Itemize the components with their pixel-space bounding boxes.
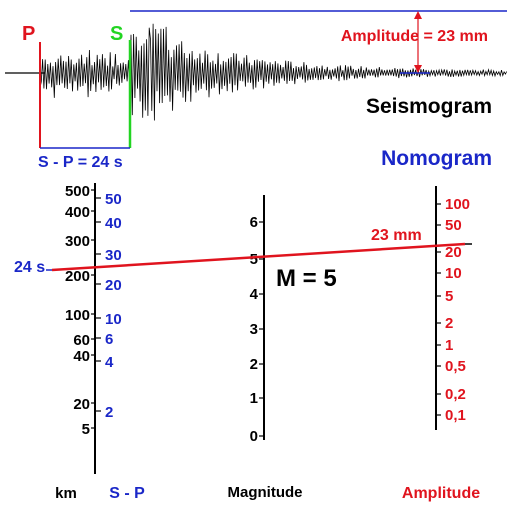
amplitude-tick-label: 0,5 xyxy=(445,358,466,375)
amplitude-tick-label: 5 xyxy=(445,288,453,305)
distance-tick-label: 20 xyxy=(73,396,90,413)
amplitude-reading-label: 23 mm xyxy=(371,227,422,244)
magnitude-tick-label: 0 xyxy=(250,428,258,445)
magnitude-tick-label: 1 xyxy=(250,390,258,407)
amplitude-tick-label: 20 xyxy=(445,244,462,261)
amplitude-tick-label: 50 xyxy=(445,217,462,234)
seismogram-title: Seismogram xyxy=(366,95,492,118)
amplitude-tick-label: 2 xyxy=(445,315,453,332)
amplitude-unit-label: Amplitude xyxy=(402,485,480,502)
amplitude-tick-label: 0,1 xyxy=(445,407,466,424)
magnitude-tick-label: 3 xyxy=(250,321,258,338)
sp-tick-label: 50 xyxy=(105,191,122,208)
sp-tick-label: 30 xyxy=(105,247,122,264)
sp-tick-label: 10 xyxy=(105,311,122,328)
s-label: S xyxy=(110,23,123,45)
distance-tick-label: 400 xyxy=(65,204,90,221)
sp-tick-label: 40 xyxy=(105,215,122,232)
sp-scale: 50 40 30 20 10 6 4 2 24 s S - P xyxy=(14,191,145,502)
sp-tick-label: 6 xyxy=(105,331,113,348)
amplitude-label: Amplitude = 23 mm xyxy=(341,28,488,45)
sp-tick-label: 2 xyxy=(105,404,113,421)
magnitude-tick-label: 5 xyxy=(250,251,258,268)
nomogram-title: Nomogram xyxy=(381,147,492,170)
p-label: P xyxy=(22,23,35,45)
amplitude-arrow xyxy=(414,11,422,73)
magnitude-tick-label: 6 xyxy=(250,214,258,231)
distance-tick-label: 60 xyxy=(73,332,90,349)
nomogram-connecting-line xyxy=(51,242,466,272)
distance-tick-label: 40 xyxy=(73,348,90,365)
magnitude-tick-label: 2 xyxy=(250,356,258,373)
distance-tick-label: 100 xyxy=(65,307,90,324)
distance-tick-label: 500 xyxy=(65,183,90,200)
magnitude-unit-label: Magnitude xyxy=(228,484,303,501)
amplitude-tick-label: 1 xyxy=(445,337,453,354)
magnitude-tick-label: 4 xyxy=(250,286,259,303)
sp-tick-label: 20 xyxy=(105,277,122,294)
distance-tick-label: 5 xyxy=(82,421,90,438)
sp-unit-label: S - P xyxy=(109,485,145,502)
distance-tick-label: 300 xyxy=(65,233,90,250)
distance-tick-label: 200 xyxy=(65,268,90,285)
seismogram-panel: P S Amplitude = 23 mm Seismogram S - P =… xyxy=(5,10,507,171)
amplitude-tick-label: 100 xyxy=(445,196,470,213)
distance-unit-label: km xyxy=(55,485,77,502)
magnitude-result: M = 5 xyxy=(276,265,337,292)
sp-reading-label: 24 s xyxy=(14,259,45,276)
amplitude-scale: 100 50 20 10 5 2 1 0,5 0,2 0,1 23 mm Amp… xyxy=(371,186,480,502)
amplitude-tick-label: 0,2 xyxy=(445,386,466,403)
sp-tick-label: 4 xyxy=(105,354,114,371)
distance-scale: 500 400 300 200 100 60 40 20 5 km xyxy=(55,183,96,502)
sp-interval-label: S - P = 24 s xyxy=(38,154,123,171)
seismogram-trace xyxy=(39,23,507,121)
magnitude-scale: 6 5 4 3 2 1 0 Magnitude M = 5 xyxy=(228,195,337,501)
amplitude-tick-label: 10 xyxy=(445,265,462,282)
